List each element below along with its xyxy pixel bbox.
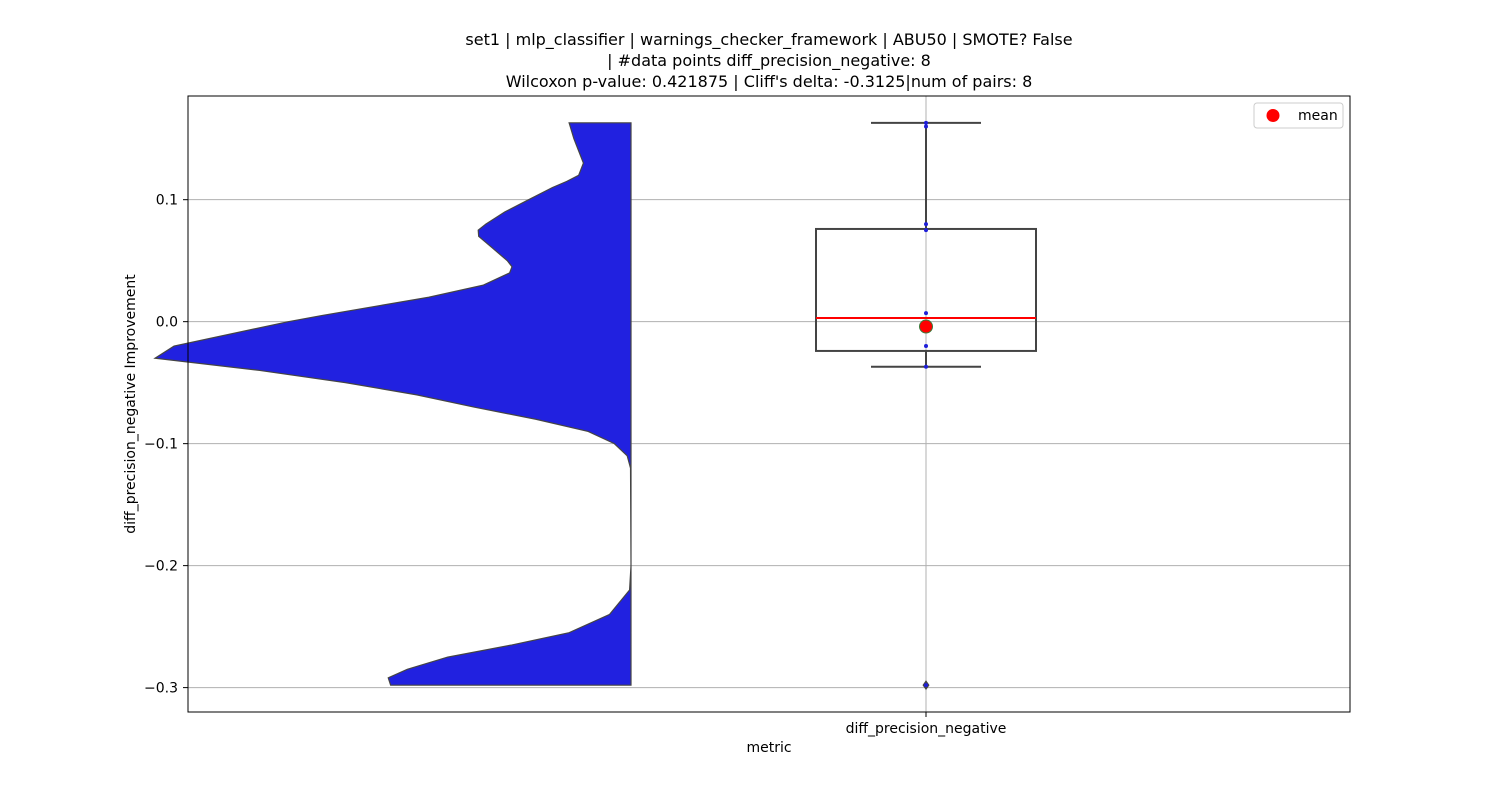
- legend-mean-label: mean: [1298, 108, 1338, 124]
- grid-layer: [188, 96, 1350, 712]
- data-point: [924, 222, 928, 227]
- mean-marker: [919, 319, 933, 334]
- data-point: [924, 364, 928, 369]
- chart-title-line-3: Wilcoxon p-value: 0.421875 | Cliff's del…: [505, 72, 1033, 91]
- data-point: [924, 228, 928, 233]
- chart-title-line-1: set1 | mlp_classifier | warnings_checker…: [465, 30, 1073, 49]
- y-tick-label: −0.2: [144, 559, 178, 575]
- x-axis-label: metric: [746, 740, 791, 756]
- x-tick-label: diff_precision_negative: [846, 721, 1007, 737]
- data-point: [924, 311, 928, 316]
- y-tick-label: −0.3: [144, 681, 178, 697]
- ticks-layer: 0.1 0.0 −0.1 −0.2 −0.3 diff_precision_negativ…: [144, 193, 1006, 737]
- y-tick-label: 0.1: [156, 193, 178, 209]
- y-axis-label: diff_precision_negative Improvement: [123, 274, 139, 534]
- violin-body: [153, 122, 632, 686]
- chart-title-line-2: | #data points diff_precision_negative: …: [607, 51, 931, 70]
- legend-box: [1253, 102, 1344, 129]
- data-point: [924, 344, 928, 349]
- legend: mean: [1253, 102, 1344, 129]
- data-point: [924, 120, 928, 125]
- plot-area-frame: [187, 95, 1351, 713]
- data-point: [924, 124, 928, 129]
- legend-mean-marker: [1266, 109, 1280, 122]
- points-layer: [919, 120, 933, 688]
- y-tick-label: −0.1: [144, 437, 178, 453]
- y-tick-label: 0.0: [156, 315, 178, 331]
- violin-layer: [153, 122, 632, 686]
- data-point: [924, 683, 928, 688]
